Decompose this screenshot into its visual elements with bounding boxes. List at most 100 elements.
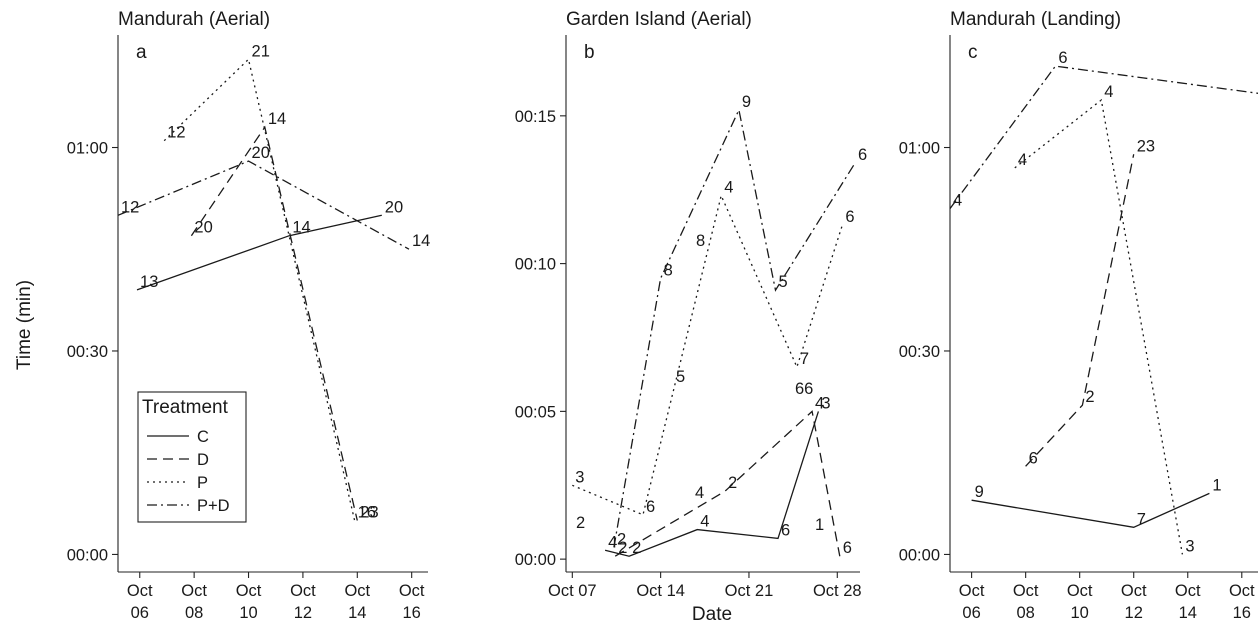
data-label: 4 (724, 179, 733, 197)
panel-b: Garden Island (Aerial) b 00:00 00:05 00:10 00… (515, 9, 867, 600)
data-label: 6 (1029, 449, 1038, 467)
data-label: 3 (575, 468, 584, 486)
x-tick-label: Oct 08 (181, 582, 207, 622)
data-label: 23 (360, 504, 378, 522)
legend-label-c: C (197, 428, 209, 446)
legend-label-pd: P+D (197, 497, 230, 515)
panel-title: Mandurah (Aerial) (118, 9, 270, 30)
data-label: 2 (617, 530, 626, 548)
legend-label-p: P (197, 474, 208, 492)
x-tick-label: Oct 16 (1229, 582, 1255, 622)
y-tick-label: 01:00 (899, 140, 940, 158)
x-tick-label: Oct 08 (1013, 582, 1039, 622)
legend-label-d: D (197, 451, 209, 469)
data-label: 5 (778, 273, 787, 291)
x-axis-title: Date (692, 604, 732, 625)
x-tick-label: Oct 12 (1121, 582, 1147, 622)
data-label: 8 (664, 261, 673, 279)
data-label: 9 (975, 483, 984, 501)
data-label: 7 (1137, 510, 1146, 528)
data-label: 4 (700, 513, 709, 531)
x-tick-label: Oct 14 (1175, 582, 1201, 622)
data-label: 2 (728, 474, 737, 492)
data-label: 20 (385, 198, 403, 216)
y-tick-label: 00:15 (515, 108, 556, 126)
data-label: 6 (843, 539, 852, 557)
y-tick-label: 00:30 (67, 343, 108, 361)
data-label: 14 (268, 110, 286, 128)
series-line-p (572, 193, 843, 516)
data-label: 8 (696, 232, 705, 250)
data-label: 6 (781, 521, 790, 539)
panel-letter: b (584, 42, 595, 63)
x-tick-label: Oct 21 (725, 582, 774, 600)
panel-letter: c (968, 42, 978, 63)
data-label: 4 (953, 192, 962, 210)
x-tick-label: Oct 10 (236, 582, 262, 622)
y-tick-label: 00:00 (67, 546, 108, 564)
data-label: 4 (695, 484, 704, 502)
legend: Treatment C D P P+D (137, 391, 247, 523)
data-label: 20 (252, 144, 270, 162)
y-axis-title: Time (min) (14, 280, 35, 370)
data-label: 20 (194, 219, 212, 237)
data-label: 6 (858, 146, 867, 164)
y-tick-label: 00:00 (899, 546, 940, 564)
y-tick-label: 00:00 (515, 551, 556, 569)
data-label: 4 (1104, 83, 1113, 101)
y-tick-label: 00:30 (899, 343, 940, 361)
data-label: 12 (167, 124, 185, 142)
x-tick-label: Oct 07 (548, 582, 597, 600)
series-line-d (1025, 154, 1135, 467)
series-line-d (190, 125, 358, 521)
x-tick-label: Oct 16 (399, 582, 425, 622)
data-label: 3 (821, 394, 830, 412)
data-label: 4 (1018, 151, 1027, 169)
y-tick-label: 01:00 (67, 140, 108, 158)
data-label: 7 (800, 350, 809, 368)
data-label: 4 (815, 394, 824, 412)
panels: Mandurah (Aerial) a 00:00 00:30 01:00 Oct 06 Oc… (67, 9, 1258, 622)
panel-a: Mandurah (Aerial) a 00:00 00:30 01:00 Oct 06 Oc… (67, 9, 431, 622)
panel-letter: a (136, 42, 147, 63)
x-tick-label: Oct 14 (636, 582, 685, 600)
x-tick-label: Oct 14 (344, 582, 370, 622)
legend-box (137, 391, 247, 523)
data-label: 6 (646, 498, 655, 516)
data-label: 6 (845, 208, 854, 226)
series-line-p (1014, 98, 1184, 555)
series-line-ppd (117, 160, 410, 250)
data-label: 6 (1058, 49, 1067, 67)
series-line-c (604, 411, 820, 557)
y-tick-label: 00:10 (515, 256, 556, 274)
data-label: 1 (1212, 476, 1221, 494)
panel-title: Garden Island (Aerial) (566, 9, 752, 30)
x-tick-label: Oct 28 (813, 582, 862, 600)
data-label: 2 (576, 514, 585, 532)
series-line-p (163, 58, 356, 521)
data-label: 3 (1185, 537, 1194, 555)
legend-title: Treatment (142, 397, 229, 418)
data-label: 21 (252, 42, 270, 60)
series-line-c (971, 492, 1210, 528)
data-label: 4 (608, 533, 617, 551)
data-label: 16 (358, 504, 376, 522)
data-label: 2 (632, 539, 641, 557)
panel-title: Mandurah (Landing) (950, 9, 1121, 30)
series-line-ppd (613, 107, 856, 548)
y-tick-label: 00:05 (515, 403, 556, 421)
data-label: 1 (815, 516, 824, 534)
panel-c: Mandurah (Landing) c 00:00 00:30 01:00 Oct 06 O… (899, 9, 1258, 622)
data-label: 13 (140, 273, 158, 291)
data-label: 23 (1137, 137, 1155, 155)
data-label: 12 (121, 198, 139, 216)
series-line-c (136, 214, 382, 291)
data-label: 14 (292, 219, 310, 237)
data-label: 66 (795, 380, 813, 398)
x-tick-label: Oct 10 (1067, 582, 1093, 622)
data-label: 2 (1085, 388, 1094, 406)
data-label: 5 (676, 368, 685, 386)
x-tick-label: Oct 06 (959, 582, 985, 622)
x-tick-label: Oct 12 (290, 582, 316, 622)
